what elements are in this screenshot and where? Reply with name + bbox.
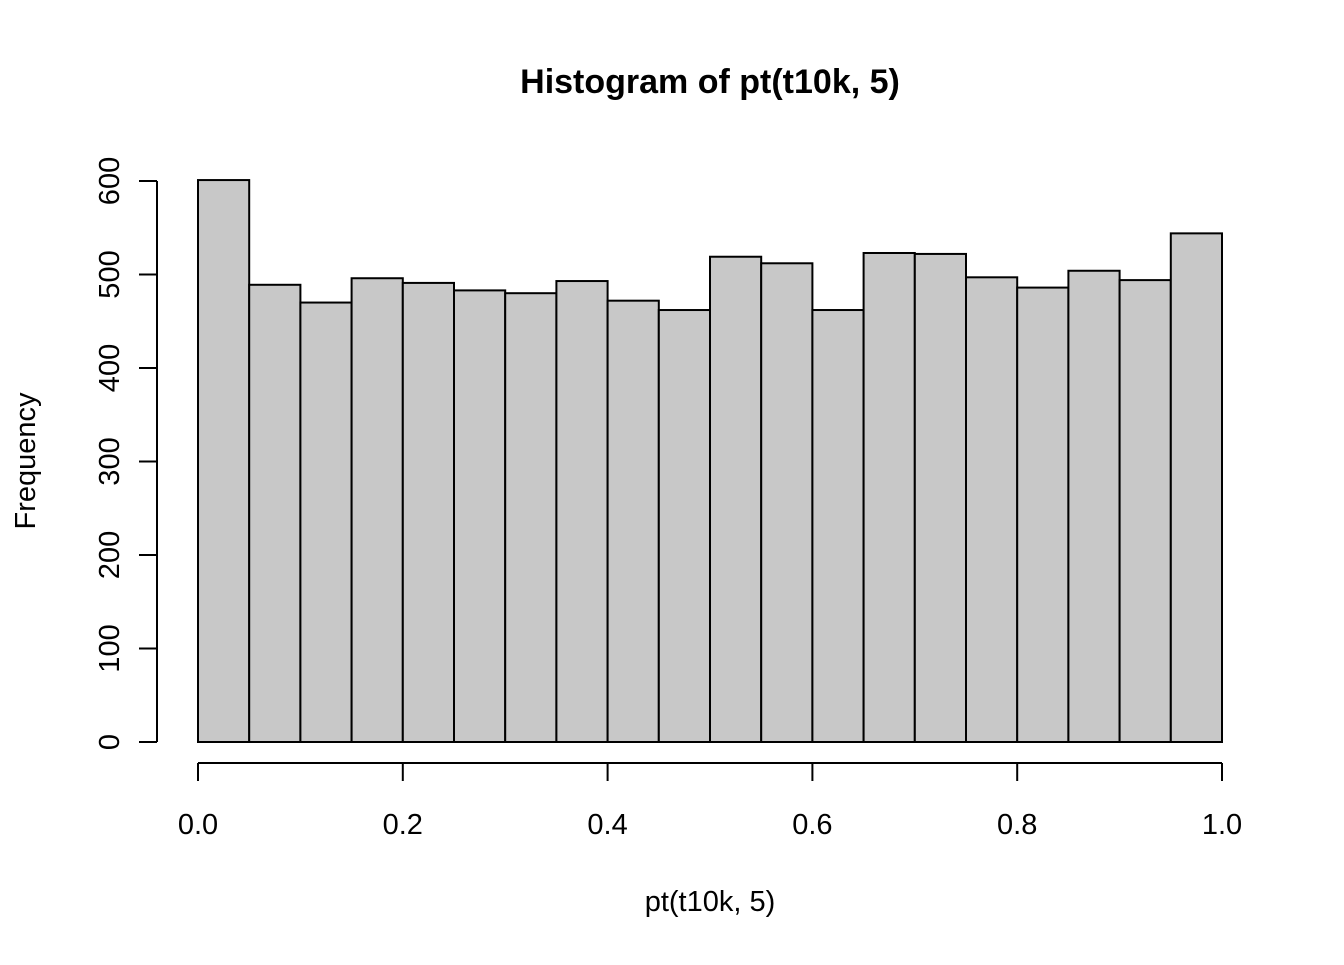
y-axis-label: Frequency [10, 392, 42, 530]
histogram-bar [606, 299, 660, 743]
histogram-bar [862, 251, 916, 743]
histogram-bars [197, 179, 1224, 744]
histogram-bar [197, 179, 251, 743]
histogram-bar [248, 283, 302, 743]
x-tick-label: 0.0 [178, 809, 218, 841]
y-tick-label: 300 [94, 437, 126, 485]
histogram-bar [555, 280, 609, 743]
histogram-bar [401, 281, 455, 743]
y-axis: 0 100 200 300 400 500 600 [94, 157, 158, 750]
histogram-bar [965, 276, 1019, 743]
histogram-bar [299, 301, 353, 743]
histogram-bar [504, 292, 558, 743]
histogram-bar [760, 262, 814, 743]
histogram-bar [1067, 269, 1121, 743]
histogram-bar [1169, 232, 1224, 744]
x-axis: 0.0 0.2 0.4 0.6 0.8 1.0 [178, 762, 1242, 841]
histogram-bar [350, 277, 404, 743]
x-tick-label: 0.4 [587, 809, 627, 841]
histogram-bar [811, 309, 865, 743]
histogram-bar [1118, 279, 1172, 743]
y-tick-label: 200 [94, 531, 126, 579]
y-tick-label: 0 [94, 734, 126, 750]
x-tick-label: 1.0 [1202, 809, 1242, 841]
chart-title: Histogram of pt(t10k, 5) [520, 63, 900, 101]
histogram-bar [453, 289, 507, 743]
x-axis-label: pt(t10k, 5) [645, 886, 776, 918]
y-tick-label: 400 [94, 344, 126, 392]
histogram-bar [709, 255, 763, 743]
x-tick-label: 0.6 [792, 809, 832, 841]
histogram-bar [657, 309, 711, 743]
histogram-bar [913, 252, 967, 743]
x-tick-label: 0.2 [383, 809, 423, 841]
y-tick-label: 500 [94, 250, 126, 298]
x-tick-label: 0.8 [997, 809, 1037, 841]
histogram-bar [1016, 286, 1070, 743]
y-tick-label: 100 [94, 624, 126, 672]
y-tick-label: 600 [94, 157, 126, 205]
